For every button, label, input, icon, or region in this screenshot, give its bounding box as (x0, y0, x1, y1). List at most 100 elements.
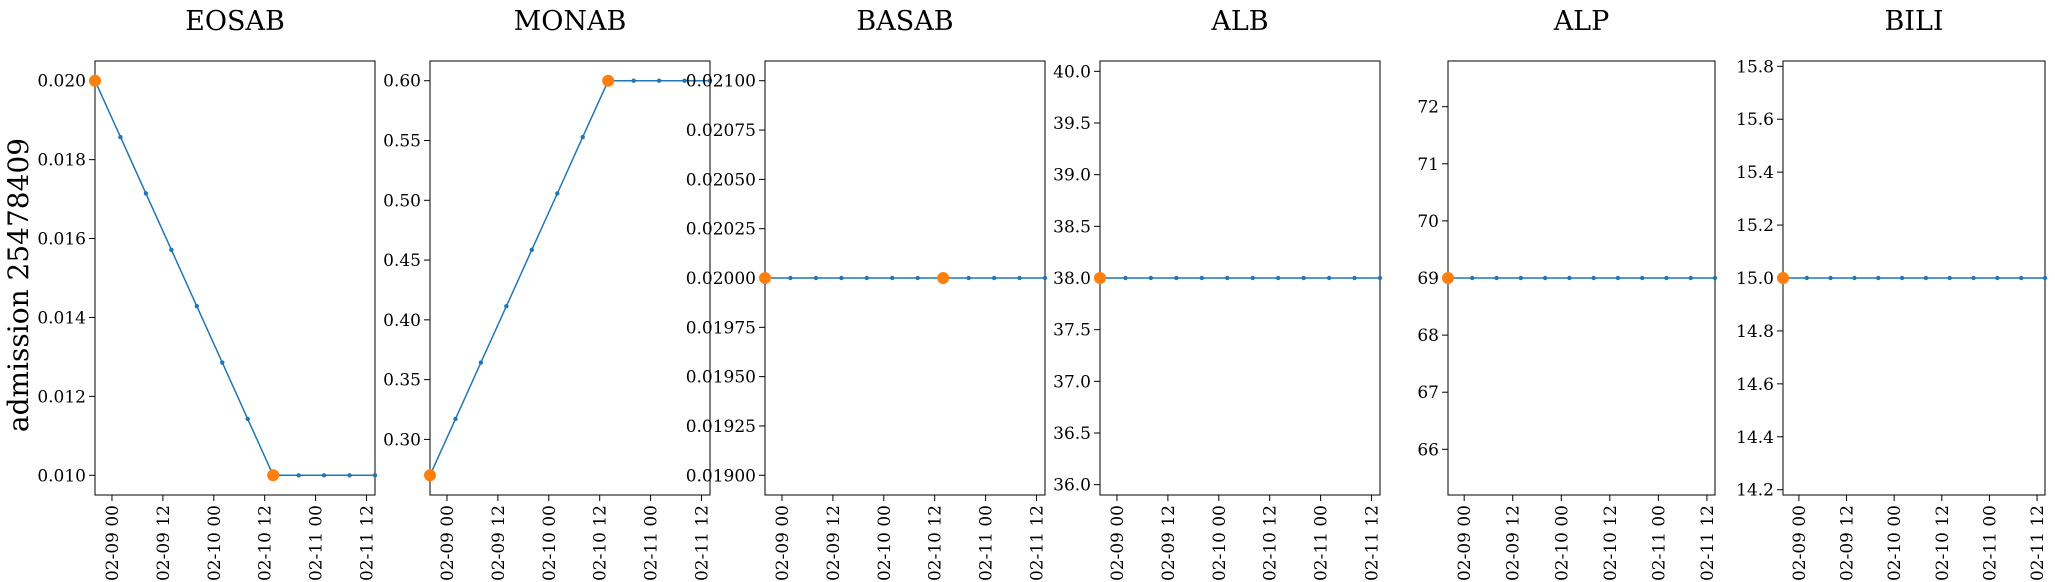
data-point (991, 275, 997, 281)
data-point (555, 191, 560, 196)
figure-ylabel: admission 25478409 (2, 138, 35, 432)
data-point (890, 275, 895, 281)
y-tick-label: 36.0 (1053, 476, 1091, 496)
y-tick-label: 14.2 (1736, 481, 1774, 501)
y-tick-label: 15.8 (1736, 57, 1774, 77)
y-tick-label: 0.01950 (686, 368, 756, 388)
panel-title: BILI (1884, 6, 1943, 37)
panels: EOSAB 0.010 0.012 0.014 0.016 0.018 0.020 02-09… (37, 6, 2048, 581)
highlight-point (89, 74, 101, 87)
x-tick-label: 02-09 12 (1838, 505, 1858, 581)
x-tick-label: 02-09 00 (438, 505, 458, 581)
highlight-point (1777, 272, 1789, 284)
panel-title: BASAB (856, 6, 953, 37)
data-point (1123, 275, 1128, 281)
panel-title: MONAB (514, 6, 627, 37)
data-point (321, 473, 327, 478)
y-tick-label: 15.4 (1736, 163, 1774, 183)
y-tick-label: 0.60 (383, 72, 421, 92)
x-tick-label: 02-10 12 (256, 505, 276, 581)
data-point (1947, 275, 1952, 281)
series-line (429, 79, 710, 476)
x-tick-label: 02-11 00 (1649, 505, 1669, 581)
x-tick-label: 02-11 12 (1028, 505, 1048, 581)
y-tick-label: 14.6 (1736, 375, 1774, 395)
y-tick-label: 0.01900 (686, 466, 756, 486)
highlight-point (759, 272, 771, 284)
panel-title: ALB (1210, 6, 1268, 37)
data-point (169, 247, 174, 253)
data-point (1470, 275, 1475, 281)
y-tick-label: 68 (1417, 326, 1439, 346)
data-point (1352, 275, 1357, 281)
y-tick-label: 69 (1417, 269, 1439, 289)
x-tick-label: 02-10 00 (1552, 505, 1572, 581)
x-tick-label: 02-11 12 (1698, 505, 1718, 581)
data-point (656, 78, 662, 83)
highlight-point (424, 469, 436, 482)
y-tick-label: 66 (1417, 440, 1439, 460)
data-point (1494, 275, 1499, 281)
data-point (1301, 275, 1306, 281)
data-point (1615, 275, 1621, 281)
y-tick-label: 67 (1417, 383, 1439, 403)
y-tick-label: 70 (1417, 212, 1439, 232)
data-point (1225, 275, 1230, 281)
data-point (220, 360, 225, 365)
y-tick-label: 0.02025 (686, 220, 756, 240)
panel-title: ALP (1553, 6, 1610, 37)
x-tick-label: 02-11 12 (2028, 505, 2048, 581)
data-point (453, 416, 458, 422)
x-tick-label: 02-09 12 (154, 505, 174, 581)
x-tick-label: 02-10 12 (1933, 505, 1953, 581)
x-tick-label: 02-10 00 (1885, 505, 1905, 581)
x-tick-label: 02-11 00 (642, 505, 662, 581)
data-point (1639, 275, 1645, 281)
x-tick-label: 02-09 00 (773, 505, 793, 581)
data-point (1688, 275, 1693, 281)
data-point (1250, 275, 1255, 281)
y-tick-label: 72 (1417, 98, 1439, 118)
x-tick-label: 02-09 00 (1455, 505, 1475, 581)
data-point (1804, 275, 1810, 281)
x-tick-label: 02-11 00 (307, 505, 327, 581)
x-tick-label: 02-10 12 (1601, 505, 1621, 581)
x-tick-label: 02-11 12 (1363, 505, 1383, 581)
panel-bili: BILI 14.2 14.4 14.6 14.8 15.0 15.2 15.4 15.6 15.8… (1736, 6, 2048, 581)
highlight-point (1094, 272, 1106, 284)
x-tick-label: 02-09 12 (489, 505, 509, 581)
data-point (1852, 275, 1857, 281)
y-tick-label: 0.02100 (686, 72, 756, 92)
data-point (1326, 275, 1332, 281)
y-tick-label: 0.020 (37, 72, 86, 92)
data-point (1174, 275, 1179, 281)
x-tick-label: 02-11 00 (1312, 505, 1332, 581)
data-point (1567, 275, 1572, 281)
data-point (1712, 275, 1718, 281)
data-point (682, 78, 687, 83)
data-point (788, 275, 793, 281)
data-point (143, 191, 149, 196)
data-point (1017, 275, 1022, 281)
x-tick-label: 02-11 12 (358, 505, 378, 581)
y-tick-label: 40.0 (1053, 62, 1091, 82)
x-tick-label: 02-11 00 (1980, 505, 2000, 581)
y-tick-label: 36.5 (1053, 424, 1091, 444)
axes-frame (94, 60, 376, 496)
y-tick-label: 39.0 (1053, 166, 1091, 186)
y-tick-label: 0.014 (37, 308, 86, 328)
y-tick-label: 15.6 (1736, 110, 1774, 130)
data-point (1542, 275, 1548, 281)
y-tick-label: 0.55 (383, 132, 421, 152)
panel-basab: BASAB 0.01900 0.01925 0.01950 0.01975 0.02000… (686, 6, 1048, 581)
x-tick-label: 02-11 12 (693, 505, 713, 581)
panel-eosab: EOSAB 0.010 0.012 0.014 0.016 0.018 0.020 02-09… (37, 6, 377, 581)
y-tick-label: 0.02075 (686, 121, 756, 141)
x-tick-label: 02-09 12 (1504, 505, 1524, 581)
data-point (1828, 275, 1833, 281)
y-tick-label: 0.02000 (686, 269, 756, 289)
axes-frame (429, 60, 711, 496)
x-tick-label: 02-11 00 (977, 505, 997, 581)
y-tick-label: 0.01975 (686, 318, 756, 338)
